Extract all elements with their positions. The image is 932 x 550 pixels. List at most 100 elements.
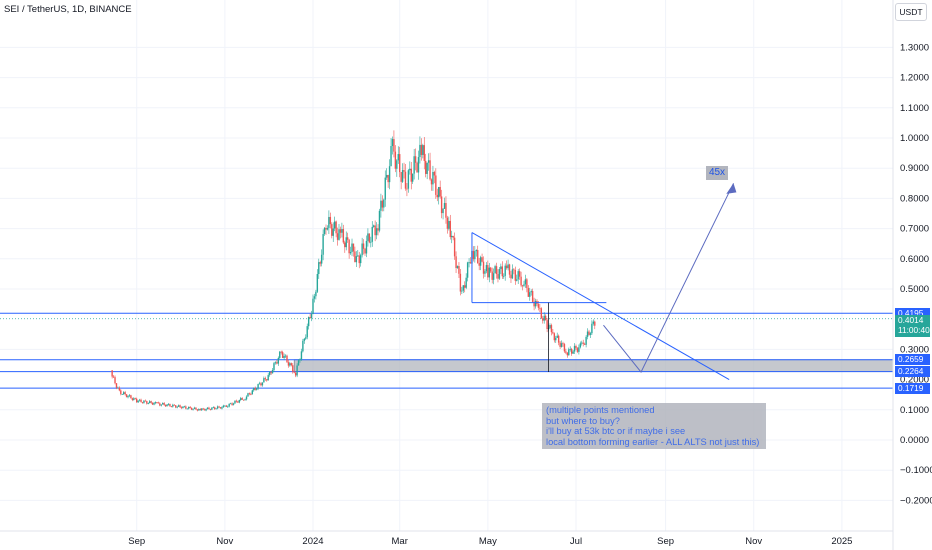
note-line: local bottom forming earlier - ALL ALTS … [546, 436, 760, 447]
candle-body [387, 174, 389, 183]
candle-body [264, 378, 267, 380]
candle-body [224, 405, 226, 407]
candle-body [182, 406, 184, 409]
candle-body [211, 407, 213, 410]
candle-body [196, 409, 199, 411]
candle-body [478, 263, 480, 266]
candle-body [419, 144, 421, 158]
candle-body [279, 351, 281, 358]
candle-body [479, 257, 482, 266]
candle-body [469, 262, 472, 264]
candle-body [563, 344, 566, 352]
candle-body [559, 342, 561, 347]
time-tick: Mar [392, 536, 408, 547]
price-tick: −0.2000 [900, 495, 932, 506]
candle-body [160, 404, 162, 406]
candle-body [505, 265, 508, 269]
candle-body [485, 265, 488, 272]
candle-body [436, 194, 438, 198]
price-tick: 0.8000 [900, 193, 929, 204]
candle-body [162, 403, 164, 405]
candle-body [175, 405, 177, 408]
candle-body [203, 409, 206, 411]
candle-body [183, 406, 186, 408]
price-tick: 0.7000 [900, 224, 929, 235]
candle-body [326, 227, 329, 230]
candle-body [147, 403, 149, 404]
candle-body [266, 379, 268, 381]
candle-body [550, 325, 553, 333]
candle-body [138, 399, 141, 401]
candle-body [429, 160, 431, 180]
candle-body [475, 250, 477, 252]
candle-body [303, 338, 306, 341]
candle-body [131, 398, 134, 400]
candle-body [572, 351, 574, 354]
candle-body [316, 274, 319, 292]
candle-body [442, 208, 444, 214]
candle-body [255, 388, 258, 390]
candle-body [310, 314, 313, 319]
candle-body [581, 342, 583, 344]
candle-body [234, 400, 236, 404]
candle-body [570, 348, 573, 354]
candle-body [212, 407, 214, 409]
candle-body [367, 233, 369, 241]
price-tick: 0.5000 [900, 284, 929, 295]
candle-body [227, 406, 229, 408]
candle-body [150, 401, 152, 403]
candle-body [553, 333, 556, 341]
symbol-title[interactable]: SEI / TetherUS, 1D, BINANCE [4, 4, 132, 15]
candle-body [345, 237, 347, 248]
note-line: but where to buy? [546, 415, 620, 426]
candle-body [134, 398, 136, 400]
candle-body [542, 318, 544, 321]
candle-body [583, 343, 586, 345]
candle-body [201, 408, 203, 411]
candle-body [159, 403, 161, 406]
candle-body [494, 266, 496, 274]
candle-body [128, 395, 131, 397]
candle-body [273, 363, 275, 371]
candle-body [189, 406, 191, 408]
candle-body [215, 408, 217, 410]
candle-body [407, 170, 410, 189]
candle-body [384, 177, 386, 200]
candle-body [413, 156, 415, 174]
candle-body [371, 226, 373, 242]
candle-body [346, 237, 349, 240]
candle-body [114, 377, 116, 384]
candle-body [531, 291, 534, 302]
candle-body [214, 407, 216, 410]
candle-body [362, 243, 365, 249]
candle-body [466, 262, 469, 278]
candle-body [228, 403, 230, 407]
candle-body [307, 317, 310, 327]
candle-body [112, 376, 115, 378]
projection-arrowhead [726, 183, 737, 194]
candle-body [446, 217, 449, 229]
candle-body [414, 156, 417, 163]
descending-trendline [471, 232, 730, 381]
candle-body [575, 345, 577, 349]
candle-body [543, 315, 545, 321]
candle-body [241, 398, 243, 400]
candle-body [468, 262, 470, 264]
candle-body [130, 395, 132, 399]
time-tick: 2024 [302, 536, 323, 547]
candle-body [312, 298, 314, 315]
candle-body [524, 279, 527, 285]
candle-body [332, 228, 334, 236]
time-tick: May [479, 536, 497, 547]
candle-body [209, 409, 212, 410]
candle-body [566, 352, 569, 356]
candle-body [592, 321, 595, 324]
candle-body [313, 296, 316, 299]
price-tick: 0.6000 [900, 254, 929, 265]
currency-button[interactable]: USDT [895, 3, 927, 21]
candle-body [244, 399, 246, 401]
candle-body [495, 266, 498, 275]
candle-body [253, 388, 255, 391]
candle-body [164, 404, 167, 407]
